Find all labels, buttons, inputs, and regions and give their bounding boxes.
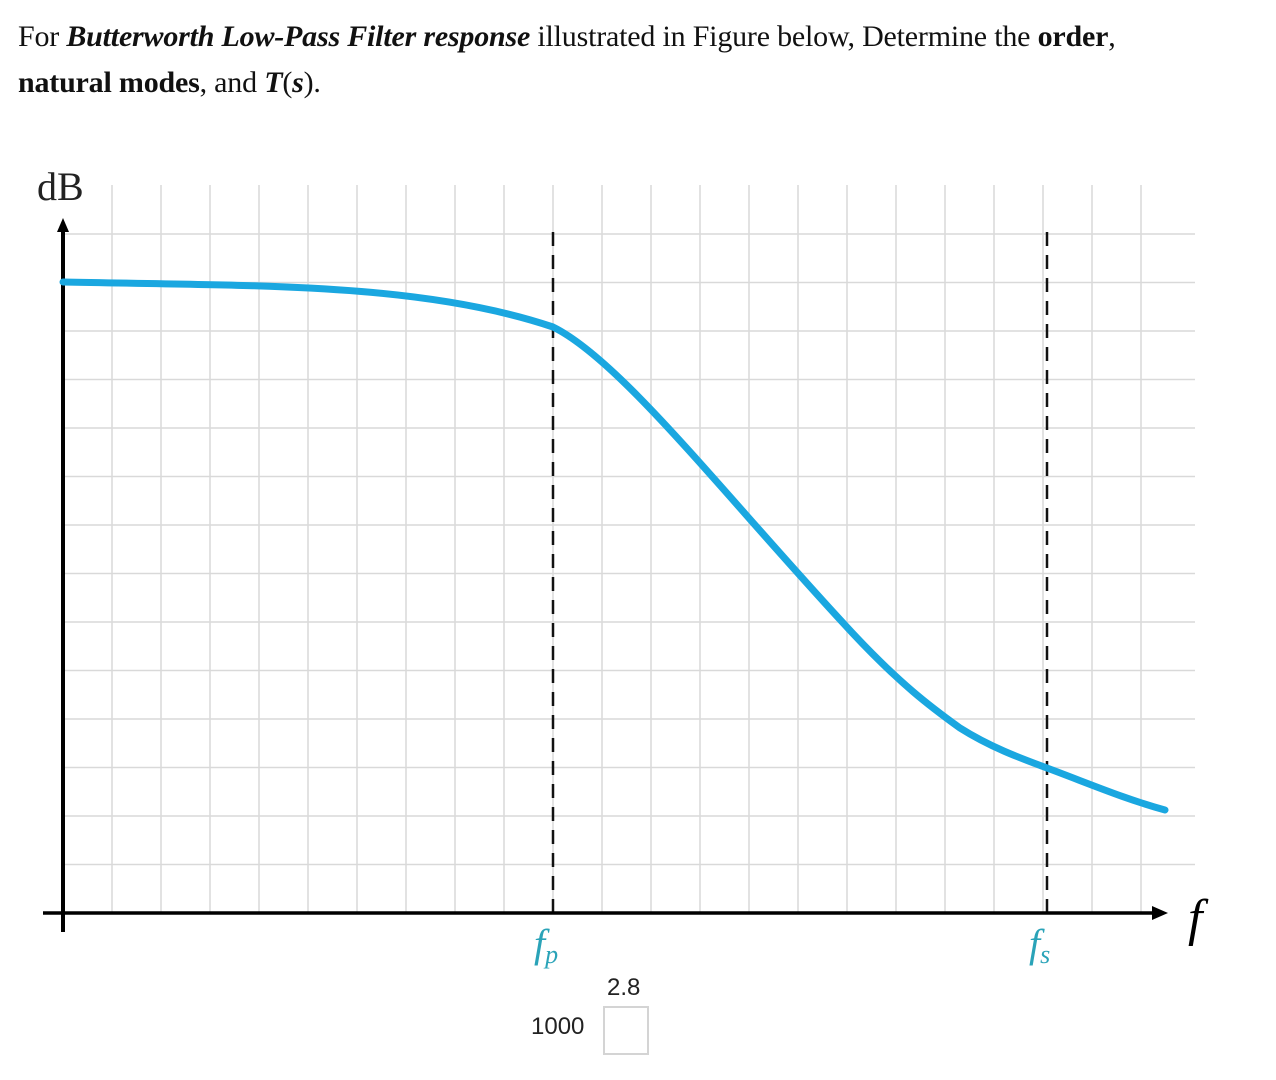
response-curve bbox=[59, 278, 1169, 814]
question-part: , bbox=[1108, 20, 1116, 53]
question-text: For Butterworth Low-Pass Filter response… bbox=[18, 14, 1263, 106]
question-order: order bbox=[1037, 20, 1109, 53]
question-part: illustrated in Figure below, Determine t… bbox=[530, 20, 1038, 53]
question-part: For bbox=[18, 20, 67, 53]
y-axis-arrow bbox=[57, 218, 69, 232]
value-2-8: 2.8 bbox=[607, 974, 641, 1001]
question-part: , and bbox=[199, 66, 265, 99]
fs-label: fs bbox=[1029, 921, 1050, 969]
answer-input-box[interactable] bbox=[603, 1006, 649, 1055]
question-natural-modes: natural modes bbox=[18, 66, 200, 99]
value-1000: 1000 bbox=[531, 1013, 585, 1040]
question-part: ). bbox=[303, 66, 321, 99]
fp-label: fp bbox=[534, 921, 558, 969]
question-part: ( bbox=[282, 66, 293, 99]
question-filter-name: Butterworth Low-Pass Filter response bbox=[66, 20, 531, 53]
question-T: T bbox=[264, 66, 283, 99]
x-axis-label: f bbox=[1188, 890, 1209, 947]
y-axis-label: dB bbox=[37, 164, 84, 209]
grid bbox=[63, 185, 1195, 913]
x-axis-arrow bbox=[1152, 906, 1168, 920]
question-s: s bbox=[292, 66, 304, 99]
